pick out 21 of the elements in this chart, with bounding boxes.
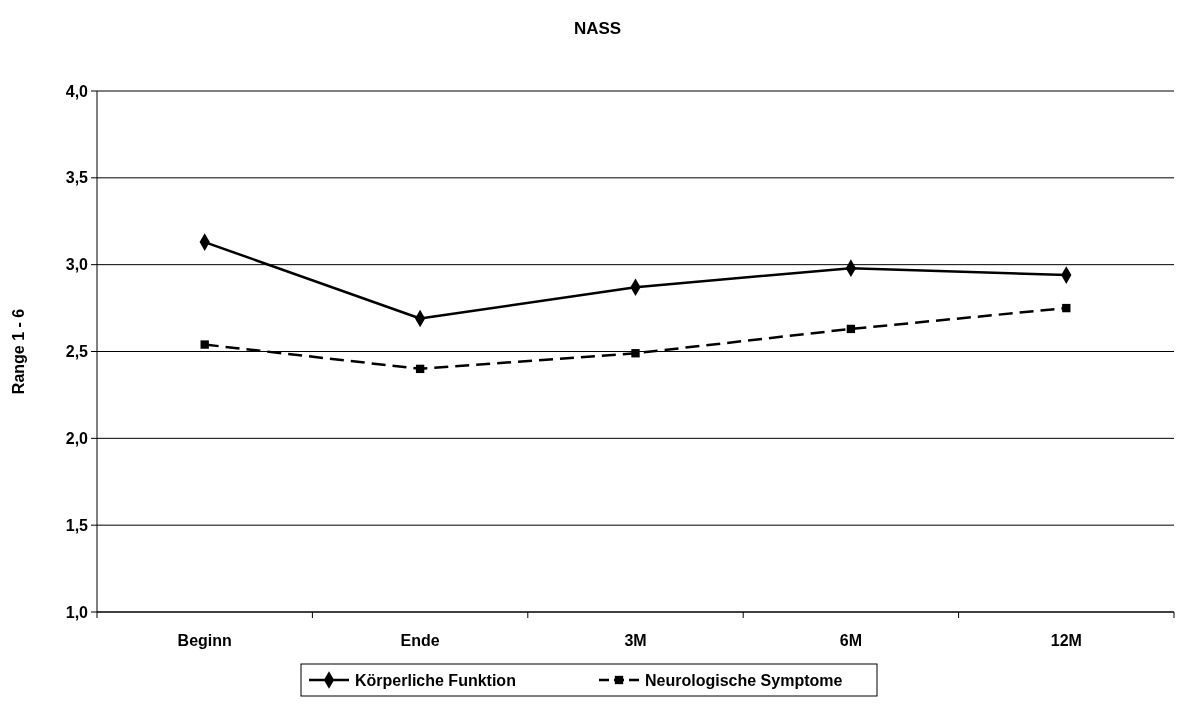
- point: [846, 324, 856, 334]
- y-tick-label: 1,0: [65, 603, 89, 621]
- y-tick-label: 3,0: [65, 256, 89, 274]
- x-tick-label: 3M: [624, 632, 647, 649]
- point: [1062, 303, 1071, 313]
- y-tick-label: 2,0: [65, 429, 89, 447]
- y-axis-title: Range 1 - 6: [10, 308, 27, 395]
- x-tick-label: 12M: [1050, 632, 1082, 649]
- point: [631, 349, 640, 358]
- legend-label: Körperliche Funktion: [355, 671, 516, 689]
- chart-title: NASS: [573, 19, 622, 38]
- y-tick-label: 4,0: [65, 82, 89, 100]
- y-tick-label: 1,5: [65, 516, 89, 534]
- legend-label: Neurologische Symptome: [645, 671, 843, 689]
- x-tick-label: 6M: [839, 632, 863, 649]
- point: [415, 364, 425, 374]
- x-tick-label: Ende: [400, 632, 440, 649]
- y-tick-label: 3,5: [65, 169, 89, 187]
- y-tick-label: 2,5: [65, 343, 89, 361]
- point: [200, 340, 209, 349]
- x-tick-label: Beginn: [177, 632, 232, 649]
